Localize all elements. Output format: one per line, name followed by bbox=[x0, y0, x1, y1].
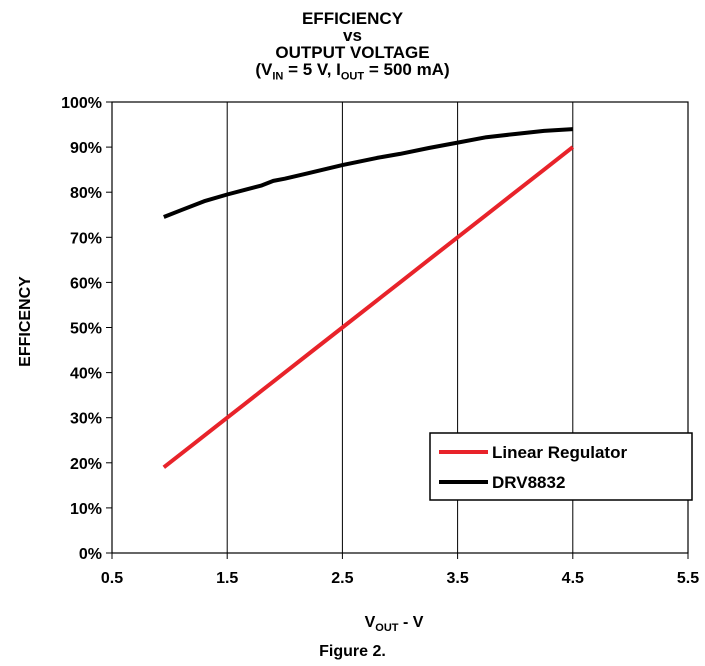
x-axis-label-suffix: - V bbox=[399, 614, 424, 631]
series-line-linear-regulator bbox=[162, 145, 575, 469]
series-lines bbox=[162, 127, 575, 469]
x-axis-label-sub: OUT bbox=[375, 622, 399, 634]
y-tick-label: 60% bbox=[70, 275, 102, 292]
y-tick-label: 70% bbox=[70, 230, 102, 247]
legend: Linear Regulator DRV8832 bbox=[429, 432, 693, 501]
cond-open: (V bbox=[255, 60, 273, 79]
x-tick-label: 0.5 bbox=[101, 570, 123, 587]
title-line-2: vs bbox=[343, 26, 362, 45]
efficiency-chart: 0% 10% 20% 30% 40% 50% 60% 70% 80% 90% 100% 0.5 1.5… bbox=[17, 95, 699, 634]
y-tick-label: 20% bbox=[70, 456, 102, 473]
series-line-drv8832 bbox=[163, 127, 573, 219]
chart-title: EFFICIENCY vs OUTPUT VOLTAGE (VIN = 5 V,… bbox=[0, 10, 705, 85]
figure-caption: Figure 2. bbox=[319, 643, 386, 660]
y-tick-label: 100% bbox=[61, 95, 102, 112]
x-tick-label: 1.5 bbox=[216, 570, 238, 587]
title-conditions: (VIN = 5 V, IOUT = 500 mA) bbox=[0, 61, 705, 85]
title-line-3: OUTPUT VOLTAGE bbox=[275, 43, 430, 62]
y-tick-label: 40% bbox=[70, 366, 102, 383]
x-tick-label: 3.5 bbox=[446, 570, 468, 587]
title-line-1: EFFICIENCY bbox=[301, 9, 404, 28]
x-tick-label: 5.5 bbox=[677, 570, 699, 587]
x-tick-label: 4.5 bbox=[562, 570, 584, 587]
y-tick-label: 10% bbox=[70, 501, 102, 518]
x-axis-ticks: 0.5 1.5 2.5 3.5 4.5 5.5 bbox=[101, 553, 699, 587]
cond-iout-sub: OUT bbox=[340, 70, 365, 83]
x-axis-label: VOUT - V bbox=[365, 614, 424, 634]
y-axis-label: EFFICENCY bbox=[17, 276, 34, 367]
y-tick-label: 80% bbox=[70, 185, 102, 202]
y-axis-ticks: 0% 10% 20% 30% 40% 50% 60% 70% 80% 90% 100% bbox=[61, 95, 112, 563]
x-tick-label: 2.5 bbox=[331, 570, 353, 587]
y-tick-label: 50% bbox=[70, 321, 102, 338]
y-tick-label: 90% bbox=[70, 140, 102, 157]
legend-label: DRV8832 bbox=[492, 473, 565, 492]
y-tick-label: 30% bbox=[70, 411, 102, 428]
y-tick-label: 0% bbox=[79, 546, 102, 563]
legend-box bbox=[429, 432, 693, 501]
cond-vin-sub: IN bbox=[272, 70, 284, 83]
cond-mid: = 5 V, I bbox=[283, 60, 341, 79]
legend-label: Linear Regulator bbox=[492, 443, 627, 462]
cond-close: = 500 mA) bbox=[364, 60, 450, 79]
x-axis-label-main: V bbox=[365, 614, 376, 631]
